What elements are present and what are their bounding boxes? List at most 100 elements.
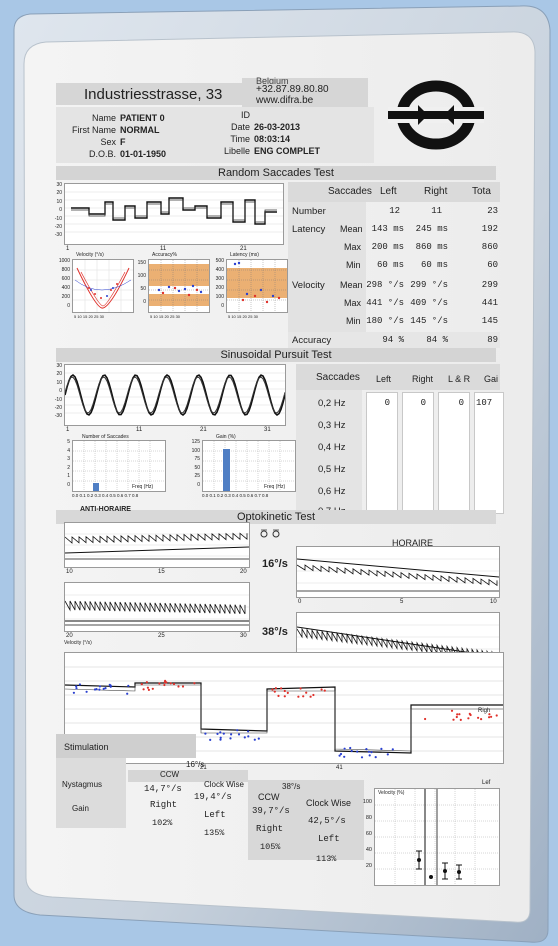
eye-velocity-dot xyxy=(98,685,101,688)
eye-velocity-dot xyxy=(219,738,222,741)
row-total-value: 860 xyxy=(481,242,498,252)
sex-label: Sex xyxy=(100,137,116,147)
name-value: PATIENT 0 xyxy=(120,113,165,123)
accuracy-total: 89 xyxy=(487,335,498,345)
eye-velocity-dot xyxy=(253,738,256,741)
row-right-value: 299 °/s xyxy=(410,280,448,290)
eye-velocity-dot xyxy=(72,691,75,694)
saccade-trace-svg xyxy=(65,191,283,233)
eye-velocity-dot xyxy=(349,746,352,750)
bar-gain-yticks: 125 100 75 50 25 0 xyxy=(191,439,200,488)
eye-velocity-dot xyxy=(181,685,185,688)
eye-velocity-dot xyxy=(277,694,280,697)
mini-title-velocity: Velocity (°/s) xyxy=(76,252,104,258)
eye-velocity-dot xyxy=(323,689,326,692)
eye-velocity-dot xyxy=(126,692,129,695)
eye-velocity-dot xyxy=(127,684,130,687)
contact-partial: Belgium xyxy=(256,76,289,84)
pursuit-gain-col xyxy=(474,392,504,514)
eye-velocity-dot xyxy=(75,685,78,688)
eye-velocity-dot xyxy=(164,679,167,682)
eye-velocity-dot xyxy=(380,747,383,750)
first-name-value: NORMAL xyxy=(120,125,160,135)
eye-velocity-dot xyxy=(273,690,276,693)
eye-velocity-dot xyxy=(367,750,370,753)
eye-velocity-dot xyxy=(104,687,107,690)
bar-gain-freq-label: Freq (Hz) xyxy=(264,484,286,490)
opto-speed-38: 38°/s xyxy=(262,626,288,638)
saccade-trace-xtick-3: 21 xyxy=(240,246,247,252)
saccade-col-right: Right xyxy=(424,186,448,197)
eye-velocity-dot xyxy=(280,687,283,690)
saccade-trace-xtick-2: 11 xyxy=(160,246,167,252)
eye-velocity-dot xyxy=(370,751,373,754)
gain-label: Gain xyxy=(72,804,89,813)
eye-velocity-dot xyxy=(488,713,491,716)
eye-velocity-dot xyxy=(230,733,233,736)
opto-left2-xtick-1: 20 xyxy=(66,633,73,639)
eye-velocity-dot xyxy=(343,747,346,750)
id-label: ID xyxy=(241,110,250,120)
libelle-label: Libelle xyxy=(223,146,250,156)
pursuit-col-gain: Gai xyxy=(484,374,499,384)
opto-right-edge-label: Righ xyxy=(478,708,491,714)
opto-velocity-label-left: Velocity (°/s) xyxy=(64,640,92,646)
eye-velocity-dot xyxy=(424,717,427,721)
bar-saccades-xticks: 0.0 0.1 0.2 0.3 0.4 0.5 0.6 0.7 0.8 xyxy=(72,493,139,498)
eye-velocity-dot xyxy=(151,687,154,690)
eye-velocity-dot xyxy=(356,750,359,753)
velocity-label: Velocity xyxy=(292,280,325,291)
row-total-value: 60 xyxy=(487,260,498,270)
opto-cw-16-plot xyxy=(296,546,500,598)
stim-a-cw-nyst: 19,4°/s xyxy=(194,792,232,802)
eye-velocity-dot xyxy=(209,738,212,741)
stim-b-ccw: CCW xyxy=(258,792,280,802)
pursuit-col-right: Right xyxy=(412,374,434,384)
freq-0-5: 0,5 Hz xyxy=(318,464,346,475)
pursuit-right-0-2: 0 xyxy=(420,398,426,408)
row-left-value: 441 °/s xyxy=(366,298,404,308)
freq-0-2: 0,2 Hz xyxy=(318,398,346,409)
libelle-value: ENG COMPLET xyxy=(254,146,321,156)
row-sub-label: Mean xyxy=(340,280,363,290)
row-right-value: 60 ms xyxy=(420,260,448,270)
stim-speed-b: 38°/s xyxy=(282,782,301,791)
pursuit-trace-plot xyxy=(64,364,286,426)
row-left-value: 180 °/s xyxy=(366,316,404,326)
pursuit-lr-0-2: 0 xyxy=(458,398,464,408)
eye-velocity-dot xyxy=(488,716,491,719)
row-sub-label: Mean xyxy=(340,224,363,234)
eye-velocity-dot xyxy=(312,693,315,697)
mini-plot-velocity xyxy=(72,259,134,313)
eye-direction-icon xyxy=(260,529,280,538)
stim-label-col xyxy=(56,758,126,828)
row-right-value: 860 ms xyxy=(415,242,448,252)
pursuit-col-saccades: Saccades xyxy=(316,372,360,383)
eye-velocity-dot xyxy=(229,737,232,740)
eye-velocity-dot xyxy=(243,736,246,739)
stim-b-ccw-dir: Right xyxy=(256,824,284,834)
eye-velocity-dot xyxy=(98,688,101,691)
eye-velocity-dot xyxy=(163,683,166,687)
saccade-table-label-col xyxy=(288,202,366,332)
saccade-col-left: Left xyxy=(380,186,397,197)
stim-a-ccw-nyst: 14,7°/s xyxy=(144,784,182,794)
number-right: 11 xyxy=(431,206,442,216)
accuracy-left: 94 % xyxy=(382,335,404,345)
eye-velocity-dot xyxy=(147,688,150,691)
stimulation-label: Stimulation xyxy=(64,742,109,752)
mini-velocity-xticks: 5 10 15 20 25 30 xyxy=(74,314,105,319)
row-total-value: 192 xyxy=(481,224,498,234)
eye-velocity-dot xyxy=(219,736,222,739)
eye-velocity-dot xyxy=(374,756,377,759)
row-right-value: 409 °/s xyxy=(410,298,448,308)
eye-velocity-dot xyxy=(274,687,277,690)
address-bar xyxy=(56,83,242,105)
mini-title-accuracy: Accuracy% xyxy=(152,252,178,258)
pursuit-table-header-bg xyxy=(296,364,500,390)
address-text: Industriesstrasse, 33 xyxy=(84,86,223,103)
pursuit-xtick-2: 11 xyxy=(136,427,143,433)
eye-velocity-dot xyxy=(456,713,459,716)
opto-sawtooth-trace xyxy=(65,600,246,615)
eye-velocity-dot xyxy=(477,716,480,719)
